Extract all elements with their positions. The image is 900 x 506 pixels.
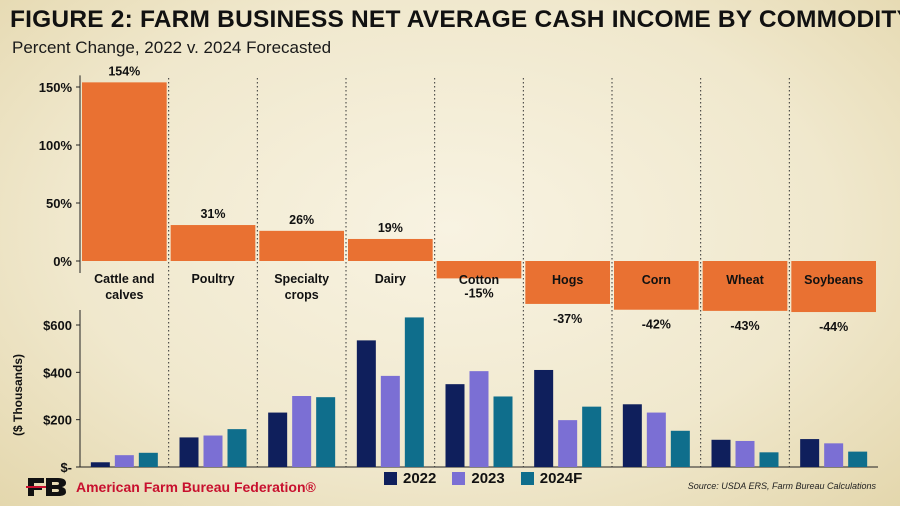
legend-label-2022: 2022: [403, 470, 437, 487]
legend-swatch-2024f: [520, 472, 534, 485]
pct-change-bar: [82, 82, 167, 261]
pct-change-bar: [259, 230, 344, 261]
top-y-tick-label: 100%: [39, 138, 73, 153]
category-label: Specialty: [274, 272, 329, 286]
income-bar-2023: [646, 412, 666, 467]
income-bar-2024f: [670, 430, 690, 467]
bottom-y-tick-label: $-: [60, 460, 72, 475]
bottom-y-tick-label: $200: [43, 413, 72, 428]
category-label: Cotton: [459, 273, 499, 287]
pct-change-label: 26%: [289, 213, 314, 227]
pct-change-bar: [436, 261, 522, 279]
income-bar-2022: [622, 404, 642, 467]
category-label: Dairy: [375, 272, 406, 286]
source-note: Source: USDA ERS, Farm Bureau Calculatio…: [687, 481, 876, 491]
income-bar-2023: [469, 371, 489, 467]
legend-swatch-2023: [452, 472, 466, 485]
income-bar-2024f: [316, 397, 336, 467]
income-bar-2022: [90, 462, 110, 467]
legend-item-2023: 2023: [452, 470, 505, 487]
income-bar-2024f: [404, 317, 424, 467]
legend: 2022 2023 2024F: [384, 470, 582, 487]
bottom-y-tick-label: $400: [43, 365, 72, 380]
legend-item-2022: 2022: [384, 470, 436, 487]
pct-change-bar: [614, 261, 699, 310]
top-y-tick-label: 150%: [39, 80, 73, 95]
category-label: crops: [285, 288, 319, 302]
income-bar-2024f: [759, 452, 779, 467]
category-label: Corn: [642, 273, 671, 287]
pct-change-bar: [791, 261, 876, 313]
income-bar-2024f: [227, 429, 247, 467]
income-bar-2022: [534, 369, 554, 467]
afbf-logo-icon: [26, 478, 66, 496]
income-bar-2023: [824, 443, 844, 467]
pct-change-label: -42%: [642, 318, 671, 332]
pct-change-label: 31%: [200, 207, 225, 221]
pct-change-label: -44%: [819, 320, 848, 334]
pct-change-bar: [170, 225, 256, 261]
top-y-tick-label: 0%: [53, 254, 72, 269]
chart-subtitle: Percent Change, 2022 v. 2024 Forecasted: [12, 38, 332, 57]
category-label: Hogs: [552, 273, 583, 287]
chart-title: FIGURE 2: FARM BUSINESS NET AVERAGE CASH…: [10, 6, 900, 33]
pct-change-bar: [702, 261, 788, 311]
bottom-y-axis-label: ($ Thousands): [11, 354, 25, 436]
income-bar-2023: [380, 375, 400, 467]
category-label: Cattle and: [94, 272, 154, 286]
income-bar-2024f: [582, 406, 602, 467]
income-bar-2022: [179, 437, 199, 467]
category-label: Wheat: [726, 273, 764, 287]
income-bar-2024f: [138, 452, 158, 467]
organization-name: American Farm Bureau Federation®: [76, 479, 316, 495]
pct-change-label: -43%: [730, 319, 759, 333]
category-label: Soybeans: [804, 273, 863, 287]
pct-change-bar: [525, 261, 610, 304]
top-y-tick-label: 50%: [46, 196, 72, 211]
category-label: calves: [105, 288, 143, 302]
income-bar-2023: [114, 455, 134, 467]
income-bar-2023: [203, 435, 223, 467]
legend-item-2024f: 2024F: [520, 470, 583, 487]
income-bar-2022: [800, 439, 820, 467]
income-bar-2023: [292, 396, 312, 467]
income-bar-2022: [268, 412, 288, 467]
legend-label-2023: 2023: [471, 470, 505, 487]
pct-change-label: 154%: [108, 64, 140, 78]
income-bar-2023: [735, 440, 755, 467]
legend-swatch-2022: [384, 472, 397, 485]
income-bar-2024f: [493, 396, 513, 467]
income-bar-2022: [711, 439, 731, 467]
income-bar-2024f: [848, 451, 868, 467]
income-bar-2022: [445, 384, 465, 467]
income-bar-2023: [558, 420, 578, 467]
pct-change-label: 19%: [378, 221, 403, 235]
pct-change-label: -37%: [553, 312, 582, 326]
pct-change-label: -15%: [464, 286, 493, 300]
pct-change-bar: [348, 238, 433, 261]
category-label: Poultry: [191, 272, 234, 286]
income-bar-2022: [356, 340, 376, 467]
bottom-y-tick-label: $600: [43, 318, 72, 333]
legend-label-2024f: 2024F: [539, 470, 583, 487]
